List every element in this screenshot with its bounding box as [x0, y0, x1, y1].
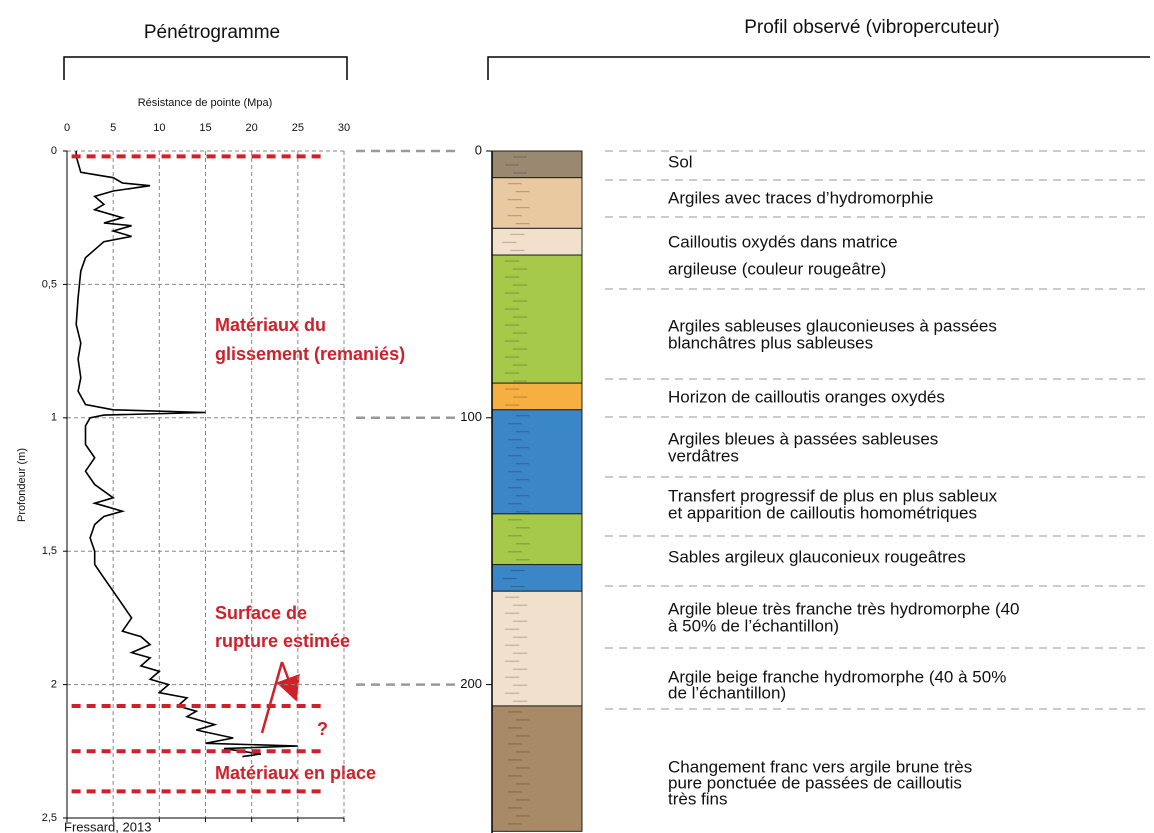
layer-description: très fins	[668, 789, 728, 808]
layer	[491, 513, 583, 566]
y-tick-label: 0,5	[42, 278, 57, 290]
bracket	[63, 56, 348, 80]
x-tick-label: 25	[292, 122, 304, 134]
layer-description: à 50% de l’échantillon)	[668, 616, 839, 635]
y-tick-label: 2	[51, 679, 57, 691]
annotation: glissement (remaniés)	[215, 344, 405, 364]
layer-description: Sol	[668, 152, 693, 171]
y-tick-label: 0	[51, 145, 57, 157]
x-axis-label: Résistance de pointe (Mpa)	[138, 97, 273, 109]
layer-description: et apparition de cailloutis homométrique…	[668, 503, 977, 522]
depth-tick-label: 0	[475, 142, 482, 157]
layer	[491, 254, 583, 384]
layer-description: blanchâtres plus sableuses	[668, 333, 873, 352]
x-tick-label: 5	[110, 122, 116, 134]
y-tick-label: 1	[51, 412, 57, 424]
layer-description: Argiles bleues à passées sableuses	[668, 429, 938, 448]
layer	[491, 227, 583, 256]
layer-description: Transfert progressif de plus en plus sab…	[668, 486, 998, 505]
bracket	[487, 56, 1150, 80]
layer-description: Argile bleue très franche très hydromorp…	[668, 599, 1020, 618]
layer	[491, 590, 583, 707]
layer	[491, 150, 583, 179]
layer	[491, 177, 583, 229]
annotation: rupture estimée	[215, 631, 350, 651]
layer-description: Horizon de cailloutis oranges oxydés	[668, 387, 945, 406]
layer	[491, 409, 583, 515]
layer-description: Argile beige franche hydromorphe (40 à 5…	[668, 667, 1006, 686]
layer	[491, 705, 583, 832]
y-tick-label: 1,5	[42, 545, 57, 557]
x-tick-label: 30	[338, 122, 350, 134]
depth-tick-label: 100	[460, 409, 482, 424]
annotation: Matériaux du	[215, 315, 326, 335]
annotation: Matériaux en place	[215, 763, 376, 783]
y-axis-label: Profondeur (m)	[16, 448, 28, 522]
x-tick-label: 0	[64, 122, 70, 134]
chart-title: Pénétrogramme	[144, 22, 280, 43]
layer-description: Argiles sableuses glauconieuses à passée…	[668, 316, 997, 335]
layer-description: Sables argileux glauconieux rougeâtres	[668, 547, 966, 566]
layer-description: Changement franc vers argile brune très	[668, 757, 972, 776]
penetrogram-line	[75, 151, 298, 758]
layer	[491, 382, 583, 411]
profile-title: Profil observé (vibropercuteur)	[744, 17, 1000, 38]
annotation: Surface de	[215, 603, 307, 623]
x-tick-label: 10	[153, 122, 165, 134]
depth-tick-label: 200	[460, 676, 482, 691]
layer-description: Cailloutis oxydés dans matrice	[668, 232, 898, 251]
layer-description: Argiles avec traces d’hydromorphie	[668, 188, 934, 207]
source: Fressard, 2013	[64, 819, 151, 833]
layer-description: verdâtres	[668, 446, 739, 465]
x-tick-label: 20	[246, 122, 258, 134]
layer-description: argileuse (couleur rougeâtre)	[668, 259, 886, 278]
layer-description: de l’échantillon)	[668, 683, 786, 702]
layer-description: pure ponctuée de passées de cailloutis	[668, 773, 962, 792]
y-tick-label: 2,5	[42, 812, 57, 824]
layer	[491, 564, 583, 592]
annotation: ?	[317, 719, 328, 739]
x-tick-label: 15	[199, 122, 211, 134]
arrow	[260, 661, 295, 734]
